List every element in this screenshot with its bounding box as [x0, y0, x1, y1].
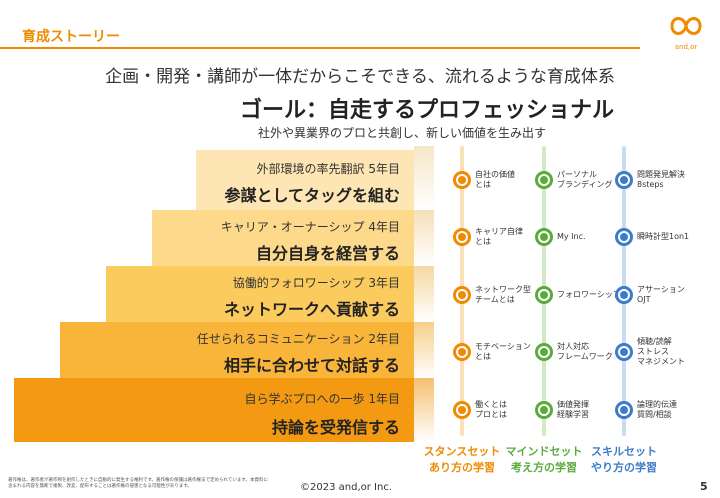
step-1-label: 自ら学ぶプロへの一歩 1年目	[244, 392, 400, 406]
step-5-label: 外部環境の率先翻訳 5年目	[256, 162, 400, 176]
column-2-item-3: 傾聴/読解 ストレス マネジメント	[637, 337, 685, 366]
step-5-main: 参謀としてタッグを組む	[224, 186, 400, 205]
column-2-item-2: アサーション OJT	[637, 285, 685, 304]
step-4-main: 自分自身を経営する	[255, 244, 400, 263]
copyright-notice: 著作権は、著作者が著作物を創作したときに自動的に発生する権利です。著作権の保護は…	[8, 478, 268, 489]
column-1-node-4	[535, 401, 553, 419]
infinity-logo-icon	[670, 17, 702, 35]
column-2-item-4: 論理的伝達 質問/相談	[637, 400, 677, 419]
stair-side-5	[414, 146, 434, 210]
column-1-node-2	[535, 286, 553, 304]
step-1-main: 持論を受発信する	[271, 418, 400, 437]
stair-side-2	[414, 322, 434, 378]
page-number: 5	[700, 480, 708, 493]
step-2-label: 任せられるコミュニケーション 2年目	[196, 332, 400, 346]
step-3-main: ネットワークへ貢献する	[223, 300, 400, 319]
column-2-node-2	[615, 286, 633, 304]
column-0-subtitle: あり方の学習	[429, 461, 495, 474]
column-0-item-1: キャリア自律 とは	[475, 227, 523, 246]
goal-subtitle: 社外や異業界のプロと共創し、新しい価値を生み出す	[258, 126, 547, 140]
step-year-2: 任せられるコミュニケーション 2年目 相手に合わせて対話する	[60, 322, 414, 378]
column-0-item-0: 自社の価値 とは	[475, 170, 515, 189]
column-1-subtitle: 考え方の学習	[511, 461, 577, 474]
column-0-node-4	[453, 401, 471, 419]
column-0-node-1	[453, 228, 471, 246]
column-2-subtitle: やり方の学習	[591, 461, 657, 474]
column-0-item-3: モチベーション とは	[475, 342, 531, 361]
stair-side-3	[414, 266, 434, 322]
goal-title: ゴール：自走するプロフェッショナル	[240, 98, 615, 123]
step-year-5: 外部環境の率先翻訳 5年目 参謀としてタッグを組む	[196, 150, 414, 210]
column-1-item-4: 価値発揮 経験学習	[557, 400, 589, 419]
header-divider	[0, 47, 640, 49]
stair-side-4	[414, 210, 434, 266]
column-2-node-3	[615, 343, 633, 361]
column-0-node-0	[453, 171, 471, 189]
step-4-label: キャリア・オーナーシップ 4年目	[220, 220, 400, 234]
step-3-label: 協働的フォロワーシップ 3年目	[232, 276, 400, 290]
column-0-item-2: ネットワーク型 チームとは	[475, 285, 531, 304]
stair-side-1	[414, 378, 434, 442]
column-0-title: スタンスセット	[423, 445, 501, 458]
column-2-title: スキルセット	[591, 445, 657, 458]
column-2-item-0: 問題発見解決 8steps	[637, 170, 685, 189]
column-1-item-3: 対人対応 フレームワーク	[557, 342, 613, 361]
page-section-title: 育成ストーリー	[22, 29, 120, 45]
logo-text: and,or	[674, 43, 698, 51]
column-1-title: マインドセット	[505, 445, 583, 458]
column-2-node-0	[615, 171, 633, 189]
column-1-item-0: パーソナル ブランディング	[557, 170, 613, 189]
column-2-node-4	[615, 401, 633, 419]
column-1-node-1	[535, 228, 553, 246]
column-2-item-1: 瞬時計型1on1	[637, 232, 690, 241]
page-subtitle: 企画・開発・講師が一体だからこそできる、流れるような育成体系	[105, 67, 615, 87]
column-0-node-3	[453, 343, 471, 361]
column-1-item-2: フォロワーシップ	[557, 290, 621, 299]
column-1-node-0	[535, 171, 553, 189]
column-2-node-1	[615, 228, 633, 246]
column-1-item-1: My Inc.	[557, 232, 586, 241]
column-1-node-3	[535, 343, 553, 361]
step-year-1: 自ら学ぶプロへの一歩 1年目 持論を受発信する	[14, 378, 414, 442]
column-0-item-4: 働くとは プロとは	[475, 400, 507, 419]
column-0-node-2	[453, 286, 471, 304]
step-year-4: キャリア・オーナーシップ 4年目 自分自身を経営する	[152, 210, 414, 266]
company-logo: and,or	[664, 12, 708, 52]
step-2-main: 相手に合わせて対話する	[223, 356, 400, 375]
step-year-3: 協働的フォロワーシップ 3年目 ネットワークへ貢献する	[106, 266, 414, 322]
copyright: ©2023 and,or Inc.	[300, 482, 392, 493]
